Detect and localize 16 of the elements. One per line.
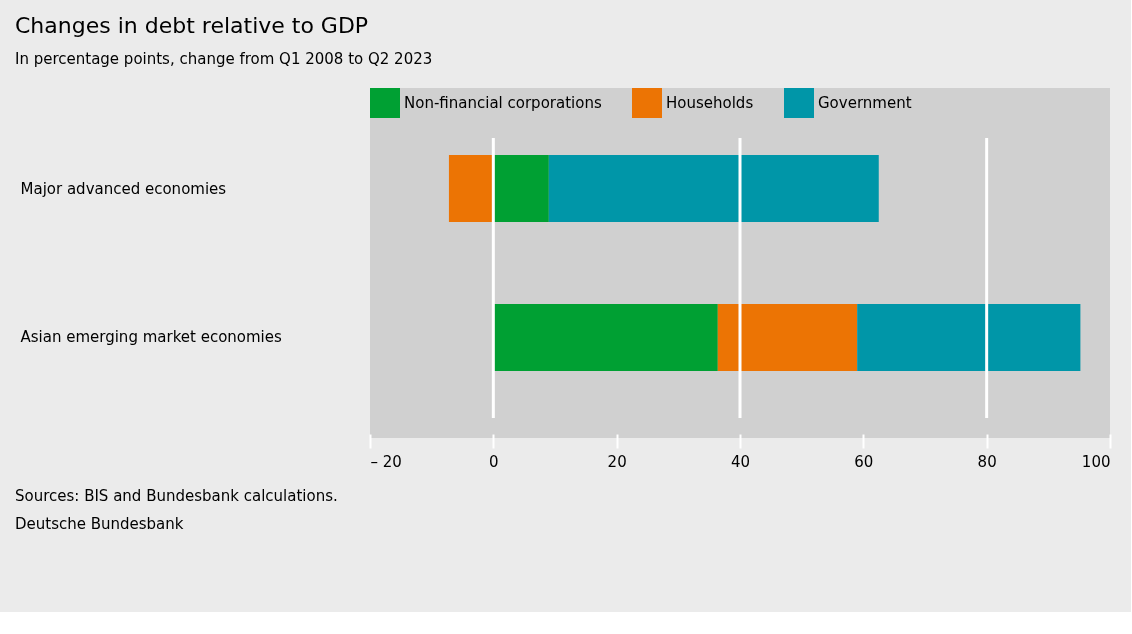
x-tick-label: 100 [1081, 452, 1111, 471]
legend-label: Government [818, 94, 912, 112]
x-tick-label: 60 [854, 452, 874, 471]
x-tick-label: – 20 [370, 452, 402, 471]
y-tick-label: Asian emerging market economies [20, 328, 283, 347]
legend-label: Non-financial corporations [404, 94, 602, 112]
y-tick-label: Major advanced economies [20, 179, 227, 198]
legend-label: Households [666, 94, 754, 112]
text: Deutsche Bundesbank [15, 515, 184, 533]
x-tick-label: 80 [977, 452, 997, 471]
text: Changes in debt relative to GDP [15, 13, 369, 38]
text: In percentage points, change from Q1 2008 to Q2 2023 [15, 50, 433, 68]
x-tick-label: 0 [489, 452, 499, 471]
source-note: Sources: BIS and Bundesbank calculations. [15, 487, 338, 505]
x-tick-label: 20 [607, 452, 627, 471]
x-tick-label: 40 [730, 452, 751, 471]
